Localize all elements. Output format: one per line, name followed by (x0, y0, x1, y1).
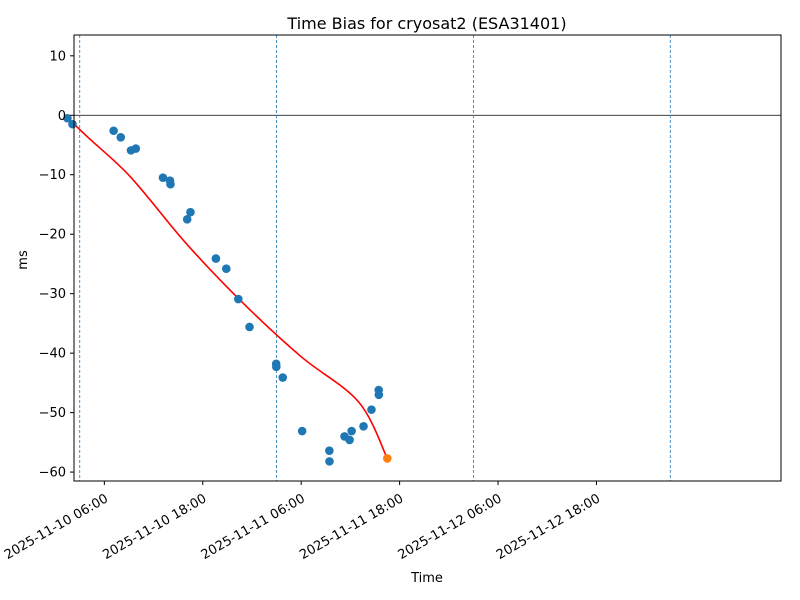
fit-curve-line (74, 122, 389, 459)
data-point (374, 390, 384, 400)
data-point (166, 179, 175, 189)
data-point (116, 132, 126, 142)
plot-frame (73, 34, 782, 482)
data-point (131, 144, 141, 153)
data-point (186, 207, 195, 217)
data-point (367, 405, 376, 414)
data-point (347, 426, 356, 436)
data-point (278, 373, 288, 382)
y-tick-label: −20 (39, 228, 66, 243)
data-point (158, 173, 168, 183)
data-point (325, 457, 334, 466)
y-tick-label: −60 (39, 466, 66, 481)
y-tick-label: 10 (49, 49, 66, 64)
data-point (68, 119, 77, 129)
data-point (211, 254, 221, 263)
data-point (297, 426, 307, 436)
data-point (245, 322, 254, 332)
y-tick-label: −10 (39, 168, 66, 183)
y-tick-label: 0 (58, 109, 66, 124)
data-point (325, 446, 334, 455)
latest-data-point (383, 454, 392, 463)
data-point (234, 294, 243, 304)
data-point (272, 362, 281, 372)
y-axis-label: ms (16, 250, 31, 270)
data-point (109, 126, 118, 136)
data-point (359, 421, 368, 431)
data-point (345, 435, 354, 445)
x-axis-label: Time (410, 571, 443, 586)
data-point (63, 113, 72, 123)
y-tick-label: −50 (39, 406, 66, 421)
y-tick-label: −40 (39, 347, 66, 362)
chart-title: Time Bias for cryosat2 (ESA31401) (286, 14, 566, 33)
y-tick-label: −30 (39, 287, 66, 302)
data-point (182, 215, 192, 224)
data-point (221, 264, 231, 274)
